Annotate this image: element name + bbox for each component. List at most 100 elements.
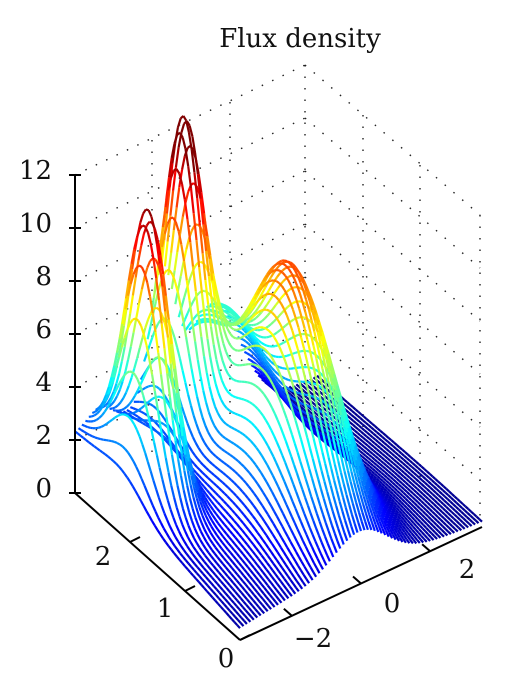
surface-mesh-segment <box>255 311 260 315</box>
surface-mesh-segment <box>258 356 264 362</box>
surface-mesh-segment <box>202 224 208 252</box>
surface-mesh-segment <box>242 547 248 552</box>
surface-mesh-segment <box>342 435 347 449</box>
surface-mesh-segment <box>402 491 407 497</box>
surface-mesh-segment <box>329 438 334 443</box>
surface-mesh-segment <box>386 476 391 481</box>
surface-mesh-segment <box>243 350 248 355</box>
surface-mesh-segment <box>213 524 219 530</box>
surface-mesh-segment <box>235 495 240 500</box>
surface-mesh-segment <box>245 324 250 328</box>
surface-mesh-segment <box>328 501 334 512</box>
surface-mesh-segment <box>374 524 380 533</box>
surface-mesh-segment <box>299 521 305 529</box>
surface-mesh-segment <box>226 601 232 607</box>
surface-mesh-segment <box>364 454 370 459</box>
surface-mesh-segment <box>212 344 218 360</box>
surface-mesh-segment <box>267 358 272 363</box>
surface-mesh-segment <box>226 452 231 456</box>
surface-mesh-segment <box>265 270 271 276</box>
surface-mesh-segment <box>223 500 228 505</box>
surface-mesh-segment <box>260 376 265 381</box>
chart-title: Flux density <box>219 24 381 54</box>
surface-mesh-segment <box>223 404 228 409</box>
surface-mesh-segment <box>205 372 211 387</box>
surface-mesh-segment <box>435 505 441 511</box>
surface-mesh-segment <box>180 244 186 262</box>
surface-mesh-segment <box>305 396 311 401</box>
surface-mesh-segment <box>382 507 387 514</box>
surface-mesh-segment <box>463 513 468 518</box>
surface-mesh-segment <box>236 484 241 490</box>
surface-mesh-segment <box>451 525 456 530</box>
surface-mesh-segment <box>276 319 282 326</box>
surface-mesh-segment <box>164 190 170 208</box>
surface-mesh-segment <box>158 226 164 249</box>
surface-mesh-segment <box>189 484 195 498</box>
surface-mesh-segment <box>246 618 252 623</box>
surface-mesh-segment <box>217 571 223 577</box>
surface-mesh-segment <box>216 583 221 588</box>
surface-mesh-segment <box>130 248 136 265</box>
surface-mesh-segment <box>429 486 434 492</box>
surface-mesh-segment <box>291 589 297 595</box>
surface-mesh-segment <box>365 439 370 444</box>
surface-mesh-segment <box>282 559 287 566</box>
surface-mesh-segment <box>409 473 414 478</box>
y-tick-mark <box>239 634 251 641</box>
surface-mesh-segment <box>226 527 231 532</box>
surface-mesh-segment <box>275 566 280 572</box>
surface-mesh-segment <box>248 575 254 581</box>
surface-mesh-segment <box>270 361 275 365</box>
surface-mesh-segment <box>215 484 220 489</box>
surface-mesh-segment <box>439 518 445 524</box>
surface-mesh-segment <box>267 547 273 553</box>
surface-mesh-segment <box>258 450 263 457</box>
surface-mesh-segment <box>189 549 194 555</box>
surface-mesh-segment <box>231 501 237 506</box>
surface-mesh-segment <box>115 463 120 468</box>
surface-mesh-segment <box>128 413 133 418</box>
surface-mesh-segment <box>209 588 215 593</box>
surface-mesh-segment <box>341 510 347 521</box>
surface-mesh-segment <box>256 357 262 362</box>
surface-mesh-segment <box>274 389 280 397</box>
surface-mesh-segment <box>234 323 238 327</box>
surface-mesh-segment <box>348 450 354 463</box>
surface-mesh-segment <box>274 480 280 488</box>
surface-mesh-segment <box>336 410 342 424</box>
surface-mesh-segment <box>131 250 136 270</box>
surface-mesh-segment <box>380 459 385 464</box>
surface-mesh-segment <box>172 167 177 191</box>
surface-mesh-segment <box>226 606 231 612</box>
surface-mesh-segment <box>309 414 313 418</box>
surface-mesh-segment <box>389 490 394 495</box>
surface-mesh-segment <box>133 417 137 421</box>
surface-mesh-segment <box>308 300 314 311</box>
surface-mesh-segment <box>239 414 244 419</box>
surface-mesh-segment <box>391 533 397 541</box>
surface-mesh-segment <box>80 429 85 433</box>
surface-mesh-segment <box>107 376 113 388</box>
surface-mesh-segment <box>296 316 300 320</box>
surface-mesh-segment <box>173 134 179 144</box>
surface-mesh-segment <box>264 440 269 447</box>
surface-mesh-segment <box>406 507 411 512</box>
surface-mesh-segment <box>284 563 290 570</box>
surface-mesh-segment <box>385 502 390 508</box>
surface-mesh-segment <box>124 359 130 372</box>
surface-mesh-segment <box>190 565 195 571</box>
surface-mesh-segment <box>432 489 437 494</box>
surface-mesh-segment <box>397 501 402 506</box>
surface-mesh-segment <box>337 528 343 538</box>
surface-mesh-segment <box>291 501 297 509</box>
surface-mesh-segment <box>197 524 202 532</box>
surface-mesh-segment <box>295 383 300 388</box>
surface-mesh-segment <box>457 512 462 517</box>
surface-mesh-segment <box>437 534 442 539</box>
surface-mesh-segment <box>387 454 392 459</box>
surface-mesh-segment <box>385 479 390 485</box>
surface-mesh-segment <box>240 343 245 347</box>
surface-mesh-segment <box>253 353 259 359</box>
surface-mesh-segment <box>472 517 477 522</box>
